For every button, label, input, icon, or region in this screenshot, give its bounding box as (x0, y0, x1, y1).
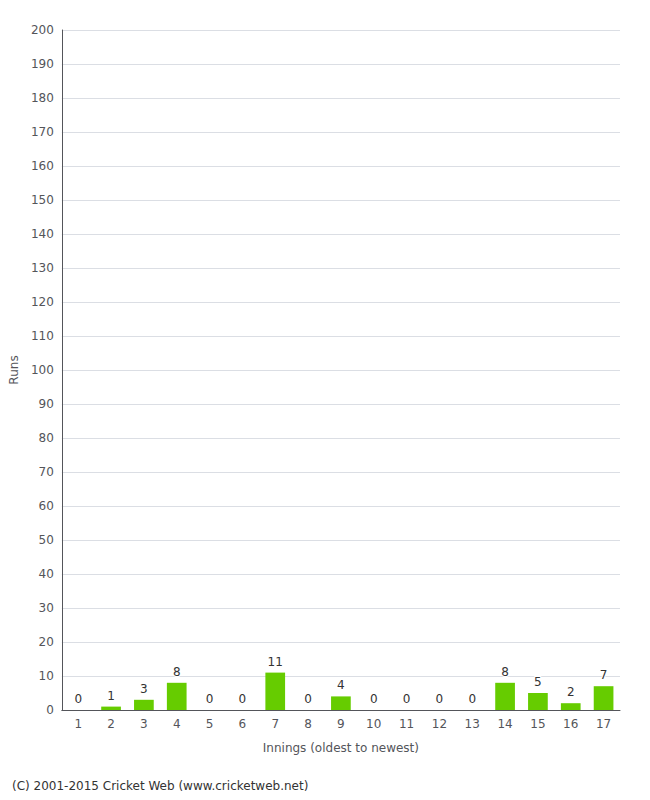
svg-text:7: 7 (271, 717, 279, 731)
svg-text:12: 12 (432, 717, 447, 731)
svg-text:0: 0 (468, 692, 476, 706)
svg-text:130: 130 (31, 261, 54, 275)
svg-text:1: 1 (74, 717, 82, 731)
svg-text:50: 50 (39, 533, 54, 547)
svg-text:2: 2 (107, 717, 115, 731)
svg-text:11: 11 (399, 717, 414, 731)
svg-text:0: 0 (370, 692, 378, 706)
svg-text:60: 60 (39, 499, 54, 513)
svg-text:0: 0 (206, 692, 214, 706)
svg-text:0: 0 (304, 692, 312, 706)
svg-text:150: 150 (31, 193, 54, 207)
svg-text:20: 20 (39, 635, 54, 649)
svg-text:0: 0 (46, 703, 54, 717)
svg-text:0: 0 (239, 692, 247, 706)
svg-text:2: 2 (567, 685, 575, 699)
svg-text:80: 80 (39, 431, 54, 445)
svg-text:15: 15 (530, 717, 545, 731)
svg-text:190: 190 (31, 57, 54, 71)
svg-text:10: 10 (366, 717, 381, 731)
svg-text:6: 6 (239, 717, 247, 731)
svg-text:5: 5 (534, 675, 542, 689)
svg-text:0: 0 (74, 692, 82, 706)
svg-text:5: 5 (206, 717, 214, 731)
svg-text:11: 11 (268, 655, 283, 669)
svg-text:1: 1 (107, 689, 115, 703)
svg-text:3: 3 (140, 717, 148, 731)
svg-text:40: 40 (39, 567, 54, 581)
svg-text:Runs: Runs (7, 355, 21, 384)
svg-text:8: 8 (501, 665, 509, 679)
svg-text:0: 0 (436, 692, 444, 706)
svg-text:16: 16 (563, 717, 578, 731)
svg-text:17: 17 (596, 717, 611, 731)
svg-text:10: 10 (39, 669, 54, 683)
svg-text:100: 100 (31, 363, 54, 377)
svg-text:8: 8 (173, 665, 181, 679)
svg-text:70: 70 (39, 465, 54, 479)
svg-text:(C) 2001-2015 Cricket Web (www: (C) 2001-2015 Cricket Web (www.cricketwe… (12, 779, 308, 793)
svg-text:0: 0 (403, 692, 411, 706)
svg-text:30: 30 (39, 601, 54, 615)
svg-text:13: 13 (465, 717, 480, 731)
svg-text:Innings (oldest to newest): Innings (oldest to newest) (263, 741, 419, 755)
svg-text:120: 120 (31, 295, 54, 309)
svg-text:8: 8 (304, 717, 312, 731)
svg-text:90: 90 (39, 397, 54, 411)
svg-text:200: 200 (31, 23, 54, 37)
svg-text:140: 140 (31, 227, 54, 241)
svg-text:7: 7 (600, 668, 608, 682)
svg-text:110: 110 (31, 329, 54, 343)
svg-text:14: 14 (497, 717, 512, 731)
svg-text:180: 180 (31, 91, 54, 105)
svg-text:170: 170 (31, 125, 54, 139)
svg-text:160: 160 (31, 159, 54, 173)
svg-text:9: 9 (337, 717, 345, 731)
svg-text:3: 3 (140, 682, 148, 696)
svg-text:4: 4 (337, 678, 345, 692)
svg-text:4: 4 (173, 717, 181, 731)
